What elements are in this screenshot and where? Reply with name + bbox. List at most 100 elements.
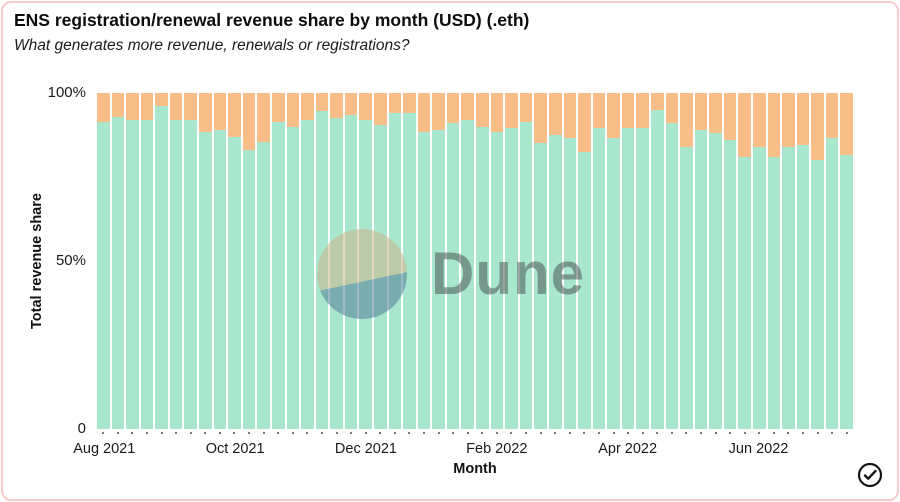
bar-segment-renewal[interactable] <box>184 93 198 120</box>
bar-segment-registration[interactable] <box>184 119 198 429</box>
bar-segment-registration[interactable] <box>432 129 445 429</box>
stacked-bar[interactable] <box>257 93 270 429</box>
bar-segment-renewal[interactable] <box>534 93 547 144</box>
stacked-bar[interactable] <box>169 93 183 429</box>
bar-segment-registration[interactable] <box>271 121 285 429</box>
stacked-bar[interactable] <box>388 93 402 429</box>
bar-segment-registration[interactable] <box>578 151 591 429</box>
bar-segment-renewal[interactable] <box>315 93 329 112</box>
bar-segment-renewal[interactable] <box>169 93 183 120</box>
stacked-bar[interactable] <box>505 93 518 429</box>
stacked-bar[interactable] <box>811 93 824 429</box>
stacked-bar[interactable] <box>782 93 795 429</box>
stacked-bar[interactable] <box>592 93 606 429</box>
bar-segment-renewal[interactable] <box>344 93 358 115</box>
bar-segment-registration[interactable] <box>199 131 212 429</box>
stacked-bar[interactable] <box>330 93 343 429</box>
bar-segment-registration[interactable] <box>155 106 168 429</box>
stacked-bar[interactable] <box>490 93 504 429</box>
stacked-bar[interactable] <box>315 93 329 429</box>
bar-segment-registration[interactable] <box>359 119 372 429</box>
stacked-bar[interactable] <box>461 93 475 429</box>
stacked-bar[interactable] <box>373 93 387 429</box>
bar-segment-registration[interactable] <box>709 133 722 429</box>
bar-segment-registration[interactable] <box>301 119 314 429</box>
bar-segment-renewal[interactable] <box>417 93 431 132</box>
bar-segment-registration[interactable] <box>446 123 460 429</box>
bar-segment-renewal[interactable] <box>723 93 737 141</box>
bar-segment-renewal[interactable] <box>767 93 781 157</box>
bar-segment-renewal[interactable] <box>796 93 810 146</box>
bar-segment-renewal[interactable] <box>111 93 125 117</box>
bar-segment-renewal[interactable] <box>126 93 139 120</box>
stacked-bar[interactable] <box>767 93 781 429</box>
bar-segment-registration[interactable] <box>767 156 781 429</box>
bar-segment-renewal[interactable] <box>519 93 533 122</box>
bar-segment-registration[interactable] <box>563 138 577 429</box>
bar-segment-renewal[interactable] <box>140 93 154 120</box>
stacked-bar[interactable] <box>680 93 693 429</box>
bar-segment-registration[interactable] <box>840 155 854 429</box>
bar-segment-renewal[interactable] <box>840 93 854 156</box>
bar-segment-renewal[interactable] <box>301 93 314 120</box>
stacked-bar[interactable] <box>184 93 198 429</box>
stacked-bar[interactable] <box>534 93 547 429</box>
bar-segment-registration[interactable] <box>461 119 475 429</box>
bar-segment-renewal[interactable] <box>636 93 649 129</box>
bar-segment-renewal[interactable] <box>607 93 620 139</box>
stacked-bar[interactable] <box>286 93 300 429</box>
bar-segment-registration[interactable] <box>796 145 810 429</box>
bar-segment-registration[interactable] <box>97 121 110 429</box>
bar-segment-renewal[interactable] <box>359 93 372 120</box>
bar-segment-renewal[interactable] <box>155 93 168 107</box>
stacked-bar[interactable] <box>417 93 431 429</box>
stacked-bar[interactable] <box>199 93 212 429</box>
bar-segment-registration[interactable] <box>592 128 606 429</box>
stacked-bar[interactable] <box>155 93 168 429</box>
bar-segment-renewal[interactable] <box>476 93 489 127</box>
stacked-bar[interactable] <box>140 93 154 429</box>
stacked-bar[interactable] <box>242 93 256 429</box>
bar-segment-renewal[interactable] <box>97 93 110 122</box>
bar-segment-renewal[interactable] <box>505 93 518 129</box>
stacked-bar[interactable] <box>578 93 591 429</box>
bar-segment-renewal[interactable] <box>621 93 635 129</box>
bar-segment-registration[interactable] <box>126 119 139 429</box>
bar-segment-renewal[interactable] <box>432 93 445 130</box>
bar-segment-renewal[interactable] <box>592 93 606 129</box>
bar-segment-registration[interactable] <box>286 126 300 429</box>
bar-segment-registration[interactable] <box>330 118 343 429</box>
bar-segment-renewal[interactable] <box>753 93 766 147</box>
stacked-bar[interactable] <box>403 93 416 429</box>
bar-segment-renewal[interactable] <box>446 93 460 124</box>
stacked-bar[interactable] <box>621 93 635 429</box>
bar-segment-renewal[interactable] <box>271 93 285 122</box>
stacked-bar[interactable] <box>228 93 241 429</box>
stacked-bar[interactable] <box>796 93 810 429</box>
bar-segment-registration[interactable] <box>738 156 752 429</box>
bar-segment-registration[interactable] <box>257 141 270 429</box>
bar-segment-renewal[interactable] <box>286 93 300 127</box>
bar-segment-registration[interactable] <box>344 114 358 429</box>
stacked-bar[interactable] <box>126 93 139 429</box>
stacked-bar[interactable] <box>213 93 227 429</box>
bar-segment-renewal[interactable] <box>738 93 752 157</box>
stacked-bar[interactable] <box>563 93 577 429</box>
bar-segment-renewal[interactable] <box>199 93 212 132</box>
bar-segment-registration[interactable] <box>505 128 518 429</box>
bar-segment-registration[interactable] <box>723 140 737 429</box>
bar-segment-registration[interactable] <box>417 131 431 429</box>
bar-segment-renewal[interactable] <box>694 93 708 130</box>
bar-segment-registration[interactable] <box>476 126 489 429</box>
stacked-bar[interactable] <box>665 93 679 429</box>
bar-segment-renewal[interactable] <box>680 93 693 147</box>
bar-segment-registration[interactable] <box>169 119 183 429</box>
bar-segment-registration[interactable] <box>621 128 635 429</box>
stacked-bar[interactable] <box>650 93 664 429</box>
bar-segment-registration[interactable] <box>403 113 416 429</box>
bar-segment-registration[interactable] <box>782 146 795 429</box>
bar-segment-registration[interactable] <box>534 143 547 429</box>
bar-segment-registration[interactable] <box>213 129 227 429</box>
bar-segment-registration[interactable] <box>373 124 387 429</box>
bar-segment-registration[interactable] <box>636 128 649 429</box>
